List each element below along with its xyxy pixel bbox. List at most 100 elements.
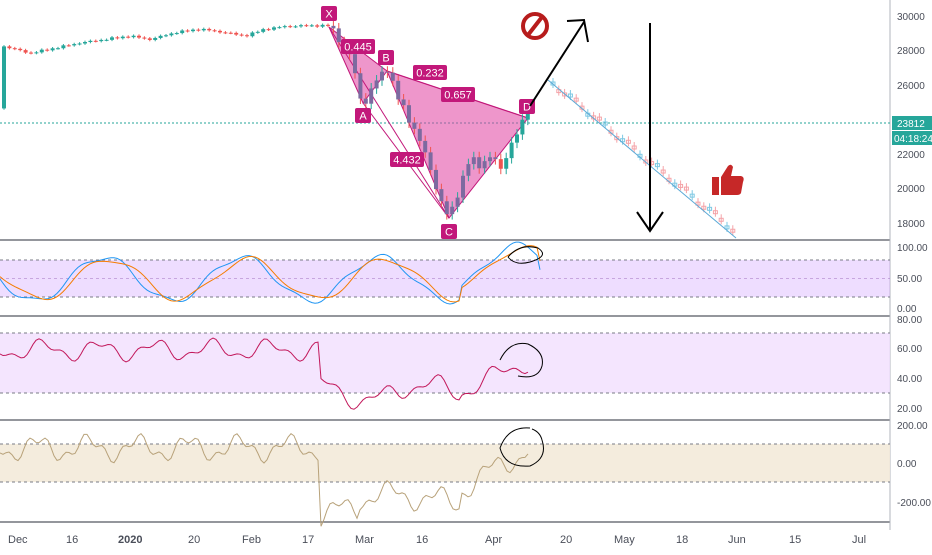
- candle: [131, 34, 136, 39]
- price-axis: 30000 28000 26000 24000 22000 20000 1800…: [892, 12, 932, 230]
- point-label-c: C: [441, 224, 457, 239]
- cci-line: [0, 432, 529, 527]
- candle: [34, 51, 39, 55]
- candle: [509, 137, 514, 164]
- candle: [401, 93, 406, 111]
- time-label-feb: Feb: [242, 534, 261, 546]
- stoch-tick-50: 50.00: [897, 274, 922, 285]
- candle: [299, 23, 303, 28]
- candle: [56, 46, 60, 50]
- candle: [212, 28, 217, 33]
- candle: [369, 83, 374, 110]
- current-price-text: 23812: [897, 119, 925, 130]
- ratio-abc-text: 0.232: [416, 68, 444, 80]
- ratio-xab-text: 0.445: [344, 42, 372, 54]
- point-label-d-text: D: [523, 102, 531, 114]
- cci-tick-200: 200.00: [897, 421, 928, 432]
- candle: [18, 47, 23, 52]
- rsi-band: [0, 333, 890, 393]
- candle: [120, 35, 125, 40]
- candle: [66, 44, 71, 47]
- stoch-d-line: [0, 245, 541, 303]
- candle: [293, 25, 298, 29]
- rsi-axis: 80.00 60.00 40.00 20.00: [897, 315, 922, 415]
- rsi-tick-60: 60.00: [897, 344, 922, 355]
- candle: [428, 146, 433, 176]
- candle: [336, 22, 341, 48]
- candle: [417, 123, 422, 147]
- projection-candle: [707, 203, 713, 214]
- cci-band: [0, 444, 890, 482]
- candle: [320, 23, 325, 28]
- current-price-badge: [892, 116, 932, 130]
- candle: [396, 75, 401, 105]
- price-tick-20000: 20000: [897, 184, 925, 195]
- candle: [407, 99, 411, 129]
- candle: [196, 28, 201, 32]
- projection-candle: [631, 141, 637, 152]
- projection-trendline: [547, 79, 737, 239]
- time-label-20b: 20: [560, 534, 572, 546]
- candle: [191, 28, 195, 33]
- candle: [83, 40, 87, 45]
- candle: [515, 129, 519, 149]
- candle: [272, 26, 276, 31]
- point-label-c-text: C: [445, 227, 453, 239]
- candle: [218, 29, 222, 34]
- candle: [520, 114, 525, 140]
- oscillator-layer: [0, 241, 541, 527]
- time-label-17: 17: [302, 534, 314, 546]
- candle: [12, 46, 17, 51]
- candle: [455, 192, 460, 213]
- pattern-labels: X A B C D 0.445 0.232 0.657: [321, 6, 535, 239]
- projection-candle: [573, 94, 579, 105]
- candle: [277, 25, 282, 29]
- candle: [142, 36, 147, 40]
- candle: [61, 44, 66, 50]
- candle: [304, 23, 309, 28]
- no-entry-icon: [521, 12, 549, 40]
- stoch-k-line: [0, 241, 541, 305]
- point-label-a-text: A: [359, 111, 367, 123]
- candle: [88, 39, 93, 44]
- candle: [77, 42, 82, 46]
- candle: [45, 48, 50, 52]
- candle: [39, 48, 44, 54]
- projection-candle: [683, 183, 689, 194]
- candle: [498, 153, 503, 175]
- up-arrow-shaft: [529, 21, 585, 107]
- rsi-tick-80: 80.00: [897, 315, 922, 326]
- candle: [380, 66, 384, 86]
- stoch-tick-100: 100.00: [897, 243, 928, 254]
- rsi-tick-40: 40.00: [897, 374, 922, 385]
- candle: [223, 31, 228, 35]
- candle: [153, 36, 158, 42]
- ratio-label-bcd: 4.432: [390, 152, 424, 167]
- time-axis: Dec 16 2020 20 Feb 17 Mar 16 Apr 20 May …: [8, 534, 866, 546]
- candle: [147, 37, 152, 42]
- projection-candle: [643, 155, 649, 166]
- candle: [137, 34, 141, 39]
- candle: [482, 155, 487, 174]
- candle: [174, 31, 179, 35]
- candle: [164, 33, 168, 38]
- candle: [250, 31, 255, 38]
- candle: [315, 24, 320, 28]
- candle: [207, 27, 212, 32]
- candle: [358, 67, 363, 104]
- projection-candle: [660, 166, 666, 177]
- candle: [72, 42, 77, 47]
- candle: [158, 34, 163, 40]
- price-tick-26000: 26000: [897, 81, 925, 92]
- time-label-dec: Dec: [8, 534, 28, 546]
- time-label-jul: Jul: [852, 534, 866, 546]
- panel-layer: [0, 0, 891, 530]
- pattern-line-xc: [328, 26, 450, 219]
- candle: [185, 29, 190, 33]
- candle: [93, 39, 98, 43]
- candle: [444, 195, 449, 220]
- projection-candle: [654, 159, 660, 170]
- candle: [255, 30, 260, 34]
- time-label-apr: Apr: [485, 534, 502, 546]
- stoch-tick-0: 0.00: [897, 304, 917, 315]
